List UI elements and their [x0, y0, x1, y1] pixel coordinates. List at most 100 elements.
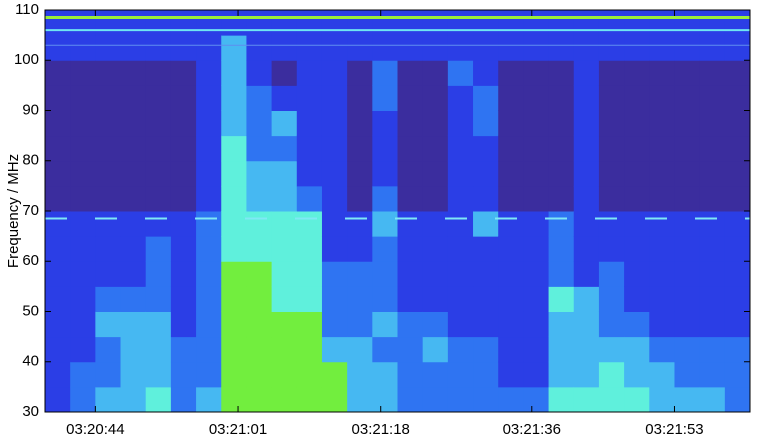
cell: [296, 135, 323, 162]
cell: [347, 261, 373, 287]
cell: [145, 361, 172, 388]
cell: [221, 286, 247, 312]
cell: [724, 35, 751, 61]
cell: [196, 211, 222, 237]
cell: [120, 286, 147, 312]
cell: [145, 211, 172, 237]
cell: [573, 35, 600, 61]
cell: [498, 261, 524, 287]
cell: [422, 85, 449, 111]
cell: [498, 85, 524, 111]
cell: [321, 85, 348, 111]
cell: [372, 185, 398, 212]
cell: [473, 311, 499, 338]
cell: [145, 135, 172, 162]
cell: [573, 60, 600, 86]
cell: [170, 236, 197, 262]
cell: [120, 60, 147, 86]
cell: [498, 236, 524, 262]
cell: [170, 135, 197, 162]
cell: [196, 286, 222, 312]
cell: [422, 286, 449, 312]
cell: [473, 386, 499, 413]
y-tick-label: 60: [22, 252, 39, 269]
cell: [598, 110, 625, 137]
cell: [321, 135, 348, 162]
cell: [170, 211, 197, 237]
cell: [724, 110, 751, 137]
cell: [447, 110, 474, 137]
cell: [548, 160, 575, 187]
cell: [296, 10, 323, 36]
cell: [498, 311, 524, 338]
cell: [246, 211, 273, 237]
cell: [624, 10, 650, 36]
cell: [598, 60, 625, 86]
cell: [624, 185, 650, 212]
cell: [372, 311, 398, 338]
cell: [45, 286, 71, 312]
cell: [422, 60, 449, 86]
cell: [321, 311, 348, 338]
cell: [296, 361, 323, 388]
x-tick-label: 03:21:53: [645, 421, 703, 438]
cell: [170, 286, 197, 312]
cell: [548, 60, 575, 86]
cell: [573, 85, 600, 111]
cell: [296, 336, 323, 363]
cell: [523, 60, 550, 86]
y-tick-label: 50: [22, 302, 39, 319]
cell: [674, 311, 701, 338]
y-tick-label: 80: [22, 152, 39, 169]
cell: [498, 185, 524, 212]
cell: [196, 60, 222, 86]
cell: [422, 236, 449, 262]
cell: [397, 261, 424, 287]
cell: [70, 60, 96, 86]
cell: [624, 261, 650, 287]
cell: [548, 135, 575, 162]
cell: [598, 211, 625, 237]
cell: [271, 85, 298, 111]
cell: [372, 60, 398, 86]
cell: [548, 35, 575, 61]
cell: [674, 236, 701, 262]
cell: [221, 85, 247, 111]
cell: [523, 110, 550, 137]
cell: [170, 110, 197, 137]
cell: [95, 386, 122, 413]
cell: [321, 160, 348, 187]
cell: [473, 85, 499, 111]
cell: [498, 35, 524, 61]
cell: [699, 386, 726, 413]
cell: [523, 336, 550, 363]
cell: [45, 10, 71, 36]
cell: [296, 185, 323, 212]
cell: [221, 336, 247, 363]
cell: [674, 135, 701, 162]
cell: [271, 110, 298, 137]
cell: [95, 185, 122, 212]
cell: [347, 110, 373, 137]
cell: [598, 185, 625, 212]
cell: [120, 35, 147, 61]
cell: [498, 135, 524, 162]
cell: [372, 211, 398, 237]
cell: [246, 160, 273, 187]
cell: [624, 160, 650, 187]
cell: [372, 35, 398, 61]
cell: [649, 85, 675, 111]
cell: [271, 261, 298, 287]
cell: [447, 185, 474, 212]
cell: [473, 286, 499, 312]
x-tick-label: 03:20:44: [66, 421, 124, 438]
cell: [523, 35, 550, 61]
cell: [70, 211, 96, 237]
cell: [70, 386, 96, 413]
cell: [221, 60, 247, 86]
cell: [70, 135, 96, 162]
cell: [246, 236, 273, 262]
cell: [271, 236, 298, 262]
cell: [598, 236, 625, 262]
cell: [573, 311, 600, 338]
